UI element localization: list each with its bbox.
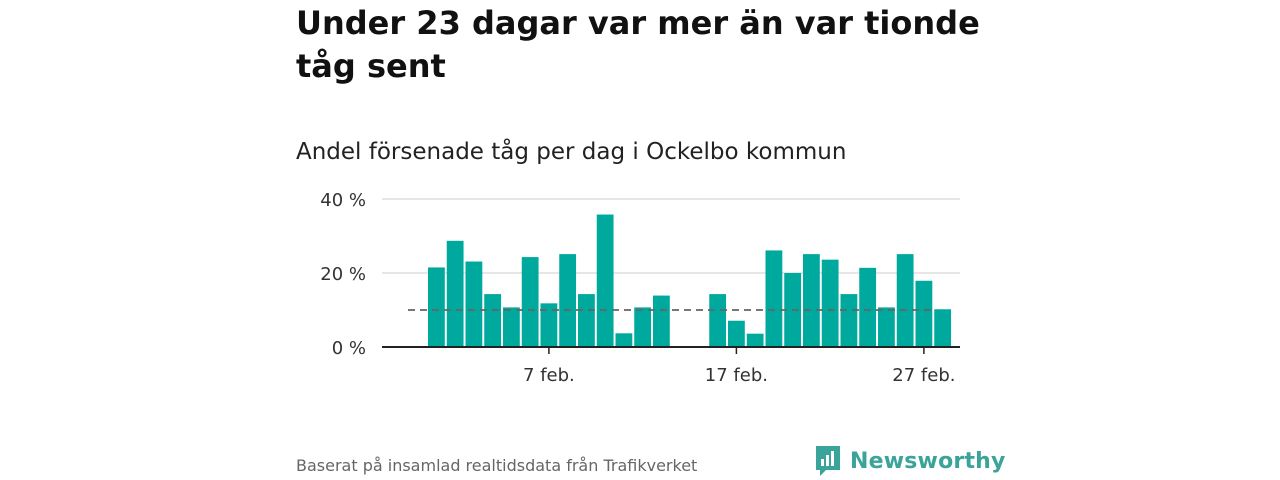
bar (896, 254, 914, 347)
bar (709, 294, 727, 347)
y-tick-label: 0 % (332, 338, 366, 359)
brand-name: Newsworthy (850, 448, 1006, 474)
bar (746, 333, 764, 347)
brand-logo: Newsworthy (814, 444, 1006, 478)
x-tick-label: 7 feb. (523, 365, 575, 386)
bar (503, 307, 520, 347)
source-note: Baserat på insamlad realtidsdata från Tr… (296, 456, 698, 475)
chart-subtitle: Andel försenade tåg per dag i Ockelbo ko… (296, 139, 847, 165)
bar (540, 303, 558, 347)
chart-title: Under 23 dagar var mer än var tionde tåg… (296, 4, 980, 85)
bar (859, 267, 877, 347)
bar (615, 333, 633, 347)
bar (521, 257, 539, 347)
bar (484, 294, 502, 347)
bar (878, 307, 895, 347)
bar (446, 240, 464, 347)
bar (465, 261, 483, 347)
bar (634, 307, 652, 347)
y-tick-label: 20 % (320, 264, 366, 285)
bar (934, 309, 952, 347)
bar (821, 259, 839, 347)
x-tick-label: 17 feb. (705, 365, 768, 386)
y-tick-label: 40 % (320, 190, 366, 211)
bar (840, 294, 858, 347)
bar (803, 254, 820, 347)
x-tick-label: 27 feb. (892, 365, 955, 386)
bar (596, 214, 614, 347)
bar (728, 320, 745, 347)
bar (428, 267, 445, 347)
bar (765, 250, 783, 347)
bar (915, 280, 933, 347)
newsworthy-logo-icon (816, 446, 840, 476)
bar (578, 294, 595, 347)
bar (559, 254, 577, 347)
bar (653, 295, 670, 347)
